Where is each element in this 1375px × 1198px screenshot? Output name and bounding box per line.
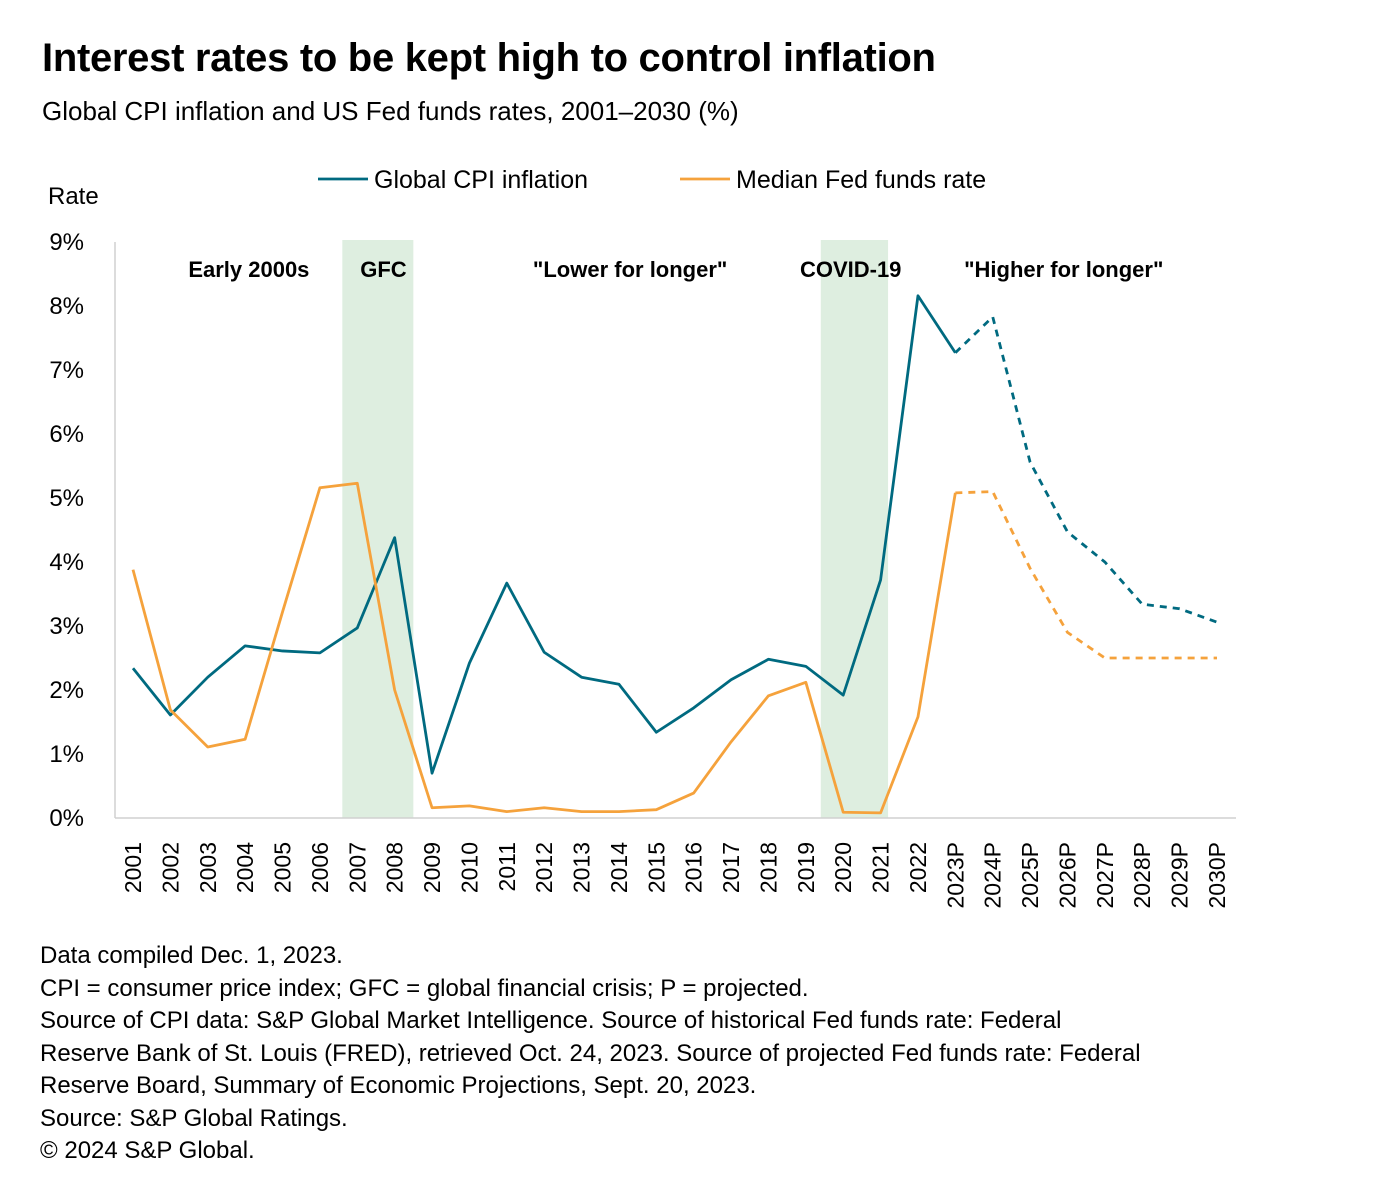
x-tick-label: 2028P [1129, 842, 1155, 909]
footnote-line: Data compiled Dec. 1, 2023. [40, 942, 343, 969]
footnote-line: Source of CPI data: S&P Global Market In… [40, 1007, 1062, 1034]
y-tick-label: 8% [49, 293, 84, 320]
y-tick-label: 3% [49, 613, 84, 640]
x-tick-label: 2029P [1167, 842, 1193, 909]
footnotes: Data compiled Dec. 1, 2023. CPI = consume… [40, 940, 1141, 1168]
x-tick-label: 2023P [942, 842, 968, 909]
y-axis-title: Rate [48, 183, 99, 210]
x-tick-label: 2008 [382, 842, 408, 893]
x-tick-label: 2024P [980, 842, 1006, 909]
x-tick-label: 2006 [307, 842, 333, 893]
y-tick-label: 2% [49, 677, 84, 704]
legend-label: Global CPI inflation [374, 166, 588, 194]
x-tick-label: 2002 [157, 842, 183, 893]
period-annotation: "Higher for longer" [964, 257, 1163, 282]
x-tick-label: 2009 [419, 842, 445, 893]
x-tick-label: 2027P [1092, 842, 1118, 909]
x-tick-label: 2026P [1054, 842, 1080, 909]
y-tick-label: 9% [49, 229, 84, 256]
series-line-projected-0 [954, 314, 1218, 624]
x-tick-label: 2021 [868, 842, 894, 893]
x-tick-label: 2012 [531, 842, 557, 893]
x-tick-label: 2010 [456, 842, 482, 893]
x-tick-label: 2022 [905, 842, 931, 893]
x-tick-label: 2001 [120, 842, 146, 893]
shaded-period-covid-19 [820, 240, 889, 818]
x-tick-label: 2015 [643, 842, 669, 893]
series-line-historical-0 [131, 294, 957, 775]
footnote-line: CPI = consumer price index; GFC = global… [40, 974, 809, 1002]
y-tick-label: 1% [49, 741, 84, 768]
y-tick-label: 4% [49, 549, 84, 576]
shaded-period-gfc [342, 240, 414, 818]
footnote-line: Reserve Bank of St. Louis (FRED), retrie… [40, 1039, 1141, 1067]
x-tick-label: 2004 [232, 842, 258, 893]
x-tick-label: 2013 [569, 842, 595, 893]
period-annotation: COVID-19 [800, 257, 901, 282]
series-line-historical-1 [131, 481, 957, 815]
series-line-projected-1 [955, 490, 1217, 660]
x-tick-label: 2003 [195, 842, 221, 893]
x-tick-label: 2019 [793, 842, 819, 893]
y-tick-label: 0% [49, 805, 84, 832]
y-tick-label: 7% [49, 357, 84, 384]
x-tick-label: 2018 [755, 842, 781, 893]
x-tick-label: 2007 [344, 842, 370, 893]
y-tick-label: 6% [49, 421, 84, 448]
legend-label: Median Fed funds rate [736, 166, 986, 194]
x-tick-label: 2011 [494, 842, 520, 891]
x-tick-label: 2014 [606, 842, 632, 893]
chart-subtitle: Global CPI inflation and US Fed funds ra… [42, 96, 739, 126]
footnote-line: Source: S&P Global Ratings. [40, 1104, 348, 1132]
x-tick-label: 2030P [1204, 842, 1230, 909]
x-tick-label: 2020 [830, 842, 856, 893]
footnote-line: Reserve Board, Summary of Economic Proje… [40, 1072, 757, 1099]
x-tick-label: 2025P [1017, 842, 1043, 909]
period-annotation: "Lower for longer" [533, 257, 727, 282]
x-tick-label: 2016 [681, 842, 707, 893]
x-tick-label: 2005 [270, 842, 296, 893]
footnote-line: © 2024 S&P Global. [40, 1137, 255, 1164]
y-tick-label: 5% [49, 485, 84, 512]
x-tick-label: 2017 [718, 842, 744, 893]
period-annotation: GFC [360, 257, 407, 282]
period-annotation: Early 2000s [188, 257, 309, 282]
chart-title: Interest rates to be kept high to contro… [42, 36, 936, 80]
